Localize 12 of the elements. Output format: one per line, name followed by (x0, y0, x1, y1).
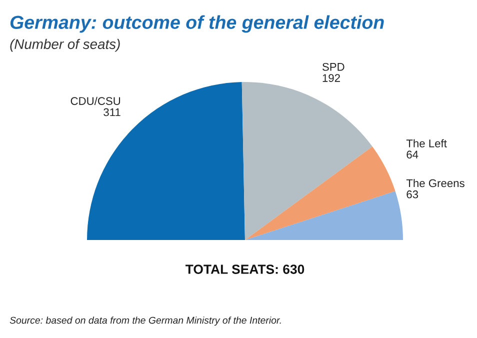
slice-label: The Greens (406, 178, 464, 188)
text: TOTAL SEATS: 630 (186, 264, 304, 274)
slice-label: CDU/CSU (70, 96, 120, 105)
chart-title: Germany: outcome of the general election (10, 15, 384, 33)
slice-label: SPD (322, 62, 344, 71)
data-label: 64 (406, 150, 418, 159)
chart-subtitle: (Number of seats) (10, 38, 120, 52)
source-note: Source: based on data from the German Ministry of the Interior. (10, 316, 281, 326)
data-label: 192 (322, 74, 340, 82)
data-label: 311 (104, 108, 120, 116)
data-label: 63 (406, 190, 418, 198)
slice-label: The Left (406, 139, 447, 148)
